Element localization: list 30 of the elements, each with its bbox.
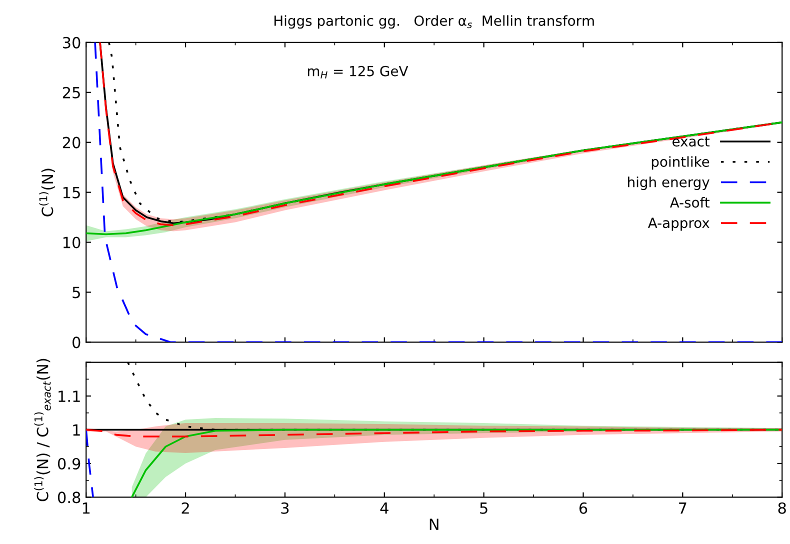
y-tick-label: 0.8: [58, 492, 80, 504]
x-tick-label: 4: [380, 502, 388, 514]
legend-label: exact: [672, 136, 710, 147]
x-tick-label: 8: [778, 502, 786, 514]
x-tick-label: 1: [82, 502, 90, 514]
legend-label: high energy: [628, 176, 710, 190]
y-tick-label: 5: [72, 286, 80, 298]
y-tick-label: 0: [72, 336, 80, 348]
x-tick-label: 2: [182, 502, 189, 514]
y-tick-label: 1.1: [58, 390, 80, 402]
x-tick-label: 3: [281, 502, 289, 514]
x-tick-label: 5: [480, 502, 488, 514]
y-tick-label: 0.9: [58, 458, 80, 470]
y-axis-title: C$^{(1)}$(N): [39, 168, 55, 216]
legend-label: A-soft: [670, 196, 710, 208]
legend-label: pointlike: [652, 156, 710, 170]
chart-title: Higgs partonic gg. Order α$_{s}$ Mellin transform: [274, 15, 594, 29]
annotation: m$_{H}$ = 125 GeV: [308, 66, 408, 78]
y-tick-label: 30: [62, 36, 80, 48]
y-tick-label: 20: [62, 136, 80, 148]
y-tick-label: 1: [73, 424, 80, 436]
line-series: [94, 42, 782, 342]
legend-label: A-approx: [648, 218, 710, 231]
y-axis-title: C$^{(1)}$(N) / C$^{(1)}$$_{exact}$(N): [34, 358, 51, 502]
y-tick-label: 15: [63, 186, 80, 198]
x-tick-label: 6: [579, 502, 588, 514]
y-tick-label: 25: [62, 86, 80, 98]
x-axis-title: N: [430, 518, 438, 530]
y-tick-label: 10: [63, 236, 80, 248]
x-tick-label: 7: [679, 502, 686, 514]
